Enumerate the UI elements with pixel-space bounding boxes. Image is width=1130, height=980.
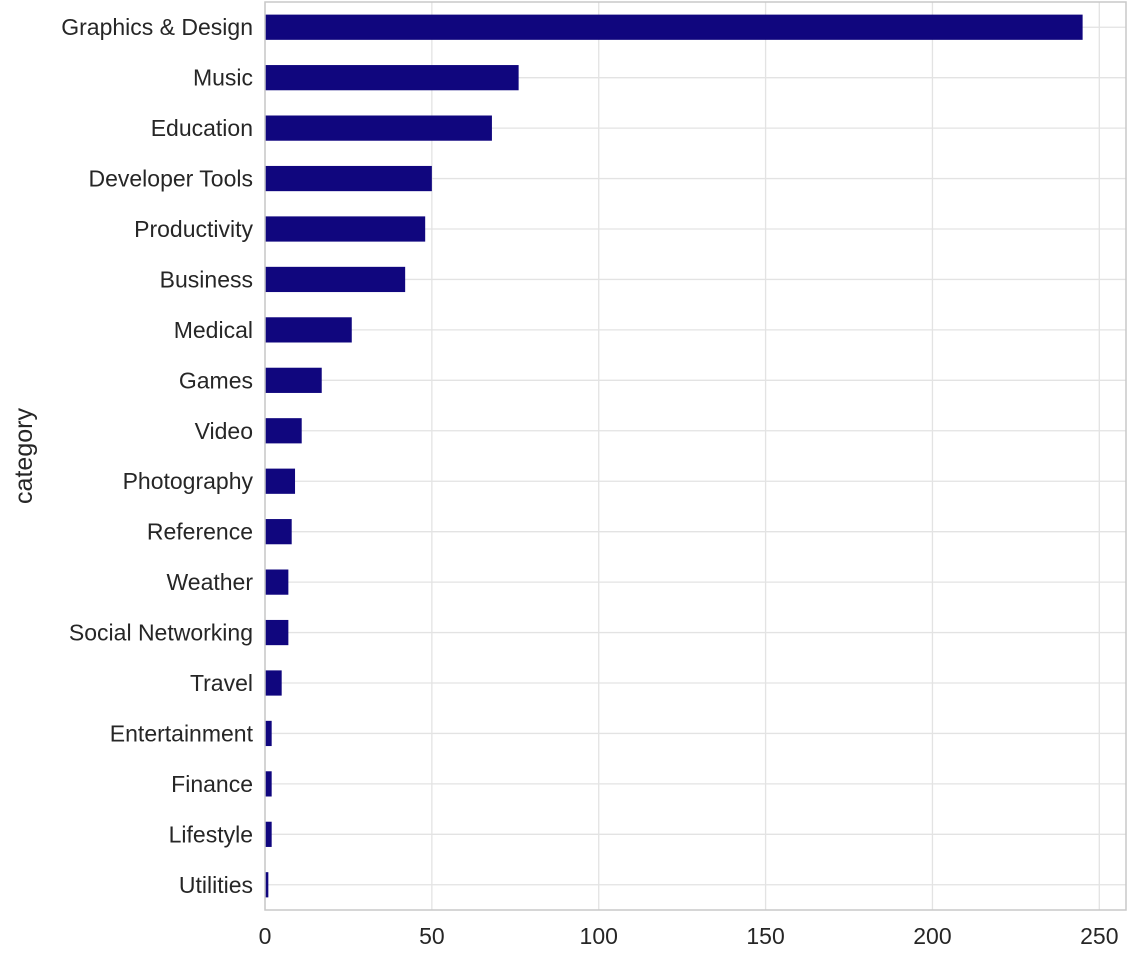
bar [265,771,272,797]
bar [265,266,406,293]
plot-frame [264,1,1127,911]
bar [265,468,296,494]
bar [265,367,322,393]
x-tick-label: 150 [746,923,784,949]
bar [265,317,352,343]
x-tick-label: 100 [580,923,618,949]
x-tick-label: 50 [419,923,445,949]
y-tick-label: Graphics & Design [61,14,253,40]
y-tick-label: Travel [190,670,253,696]
y-axis-label: category [10,408,38,504]
bar [265,216,426,242]
y-tick-label: Entertainment [110,720,254,746]
y-tick-label: Lifestyle [169,821,253,847]
x-tick-label: 250 [1080,923,1118,949]
bar [265,569,289,595]
x-tick-label: 200 [913,923,951,949]
y-tick-label: Productivity [134,216,253,242]
y-tick-label: Finance [171,771,253,797]
y-tick-label: Education [151,115,253,141]
bar [265,519,292,545]
bar [265,670,282,696]
y-tick-label: Business [160,266,253,292]
bar [265,619,289,646]
bar [265,165,432,192]
y-tick-label: Games [179,367,253,393]
bar [265,14,1083,40]
bar [265,720,272,747]
bars-layer [265,14,1083,898]
bar [265,418,302,444]
y-tick-label: Music [193,65,253,91]
x-tick-labels: 0 50 100 150 200 250 [259,923,1119,949]
y-tick-label: Weather [166,569,253,595]
y-tick-label: Utilities [179,872,253,898]
y-tick-label: Social Networking [69,620,253,646]
y-tick-label: Reference [147,519,253,545]
bar [265,115,492,141]
y-tick-label: Video [195,418,253,444]
x-tick-label: 0 [259,923,272,949]
bar [265,65,519,91]
bar [265,872,269,898]
y-tick-label: Developer Tools [88,166,253,192]
bar [265,821,272,847]
y-tick-label: Medical [174,317,253,343]
y-tick-labels: Graphics & Design Music Education Developer… [61,14,253,898]
y-tick-label: Photography [123,468,254,494]
